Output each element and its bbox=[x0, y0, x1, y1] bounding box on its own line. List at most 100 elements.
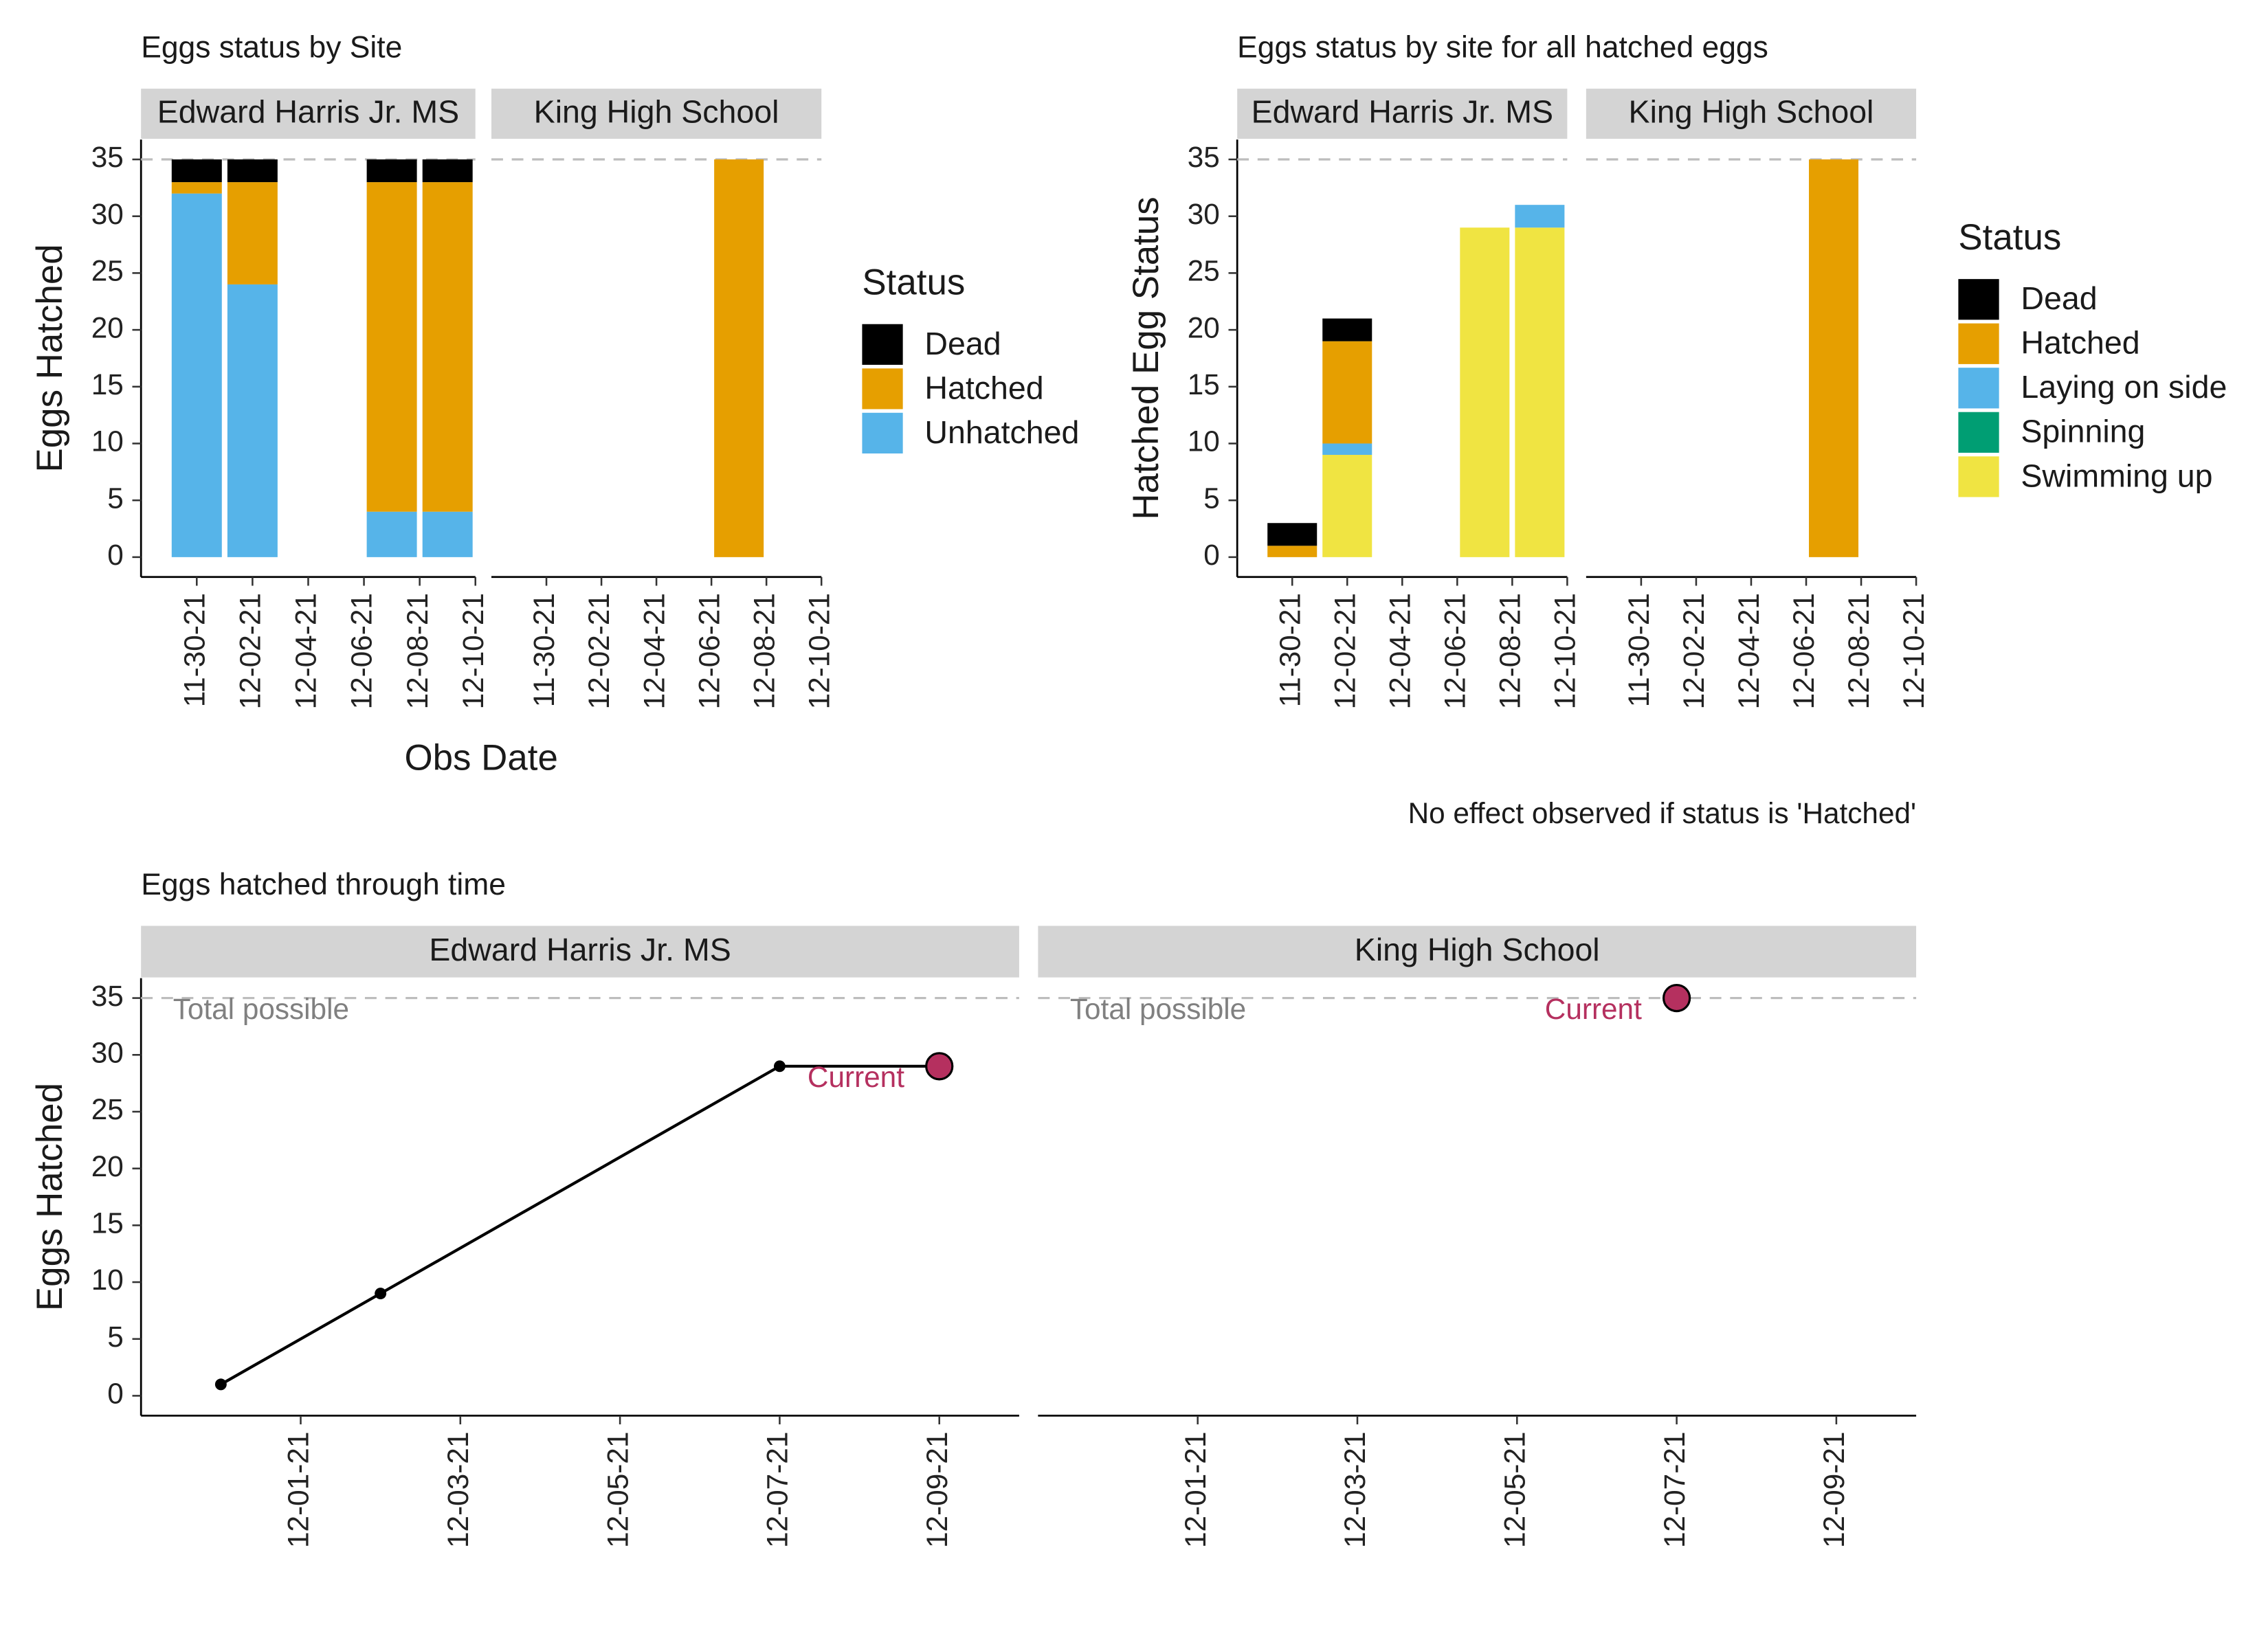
facet-strip bbox=[141, 926, 1019, 978]
x-tick-label: 11-30-21 bbox=[178, 593, 210, 707]
chart-panel: Eggs status by Site 0 5 10 15 20 25 30 35 Eggs Ha… bbox=[30, 31, 1079, 778]
legend-key bbox=[1958, 368, 1999, 409]
legend-key bbox=[862, 412, 903, 453]
y-tick-label: 15 bbox=[91, 368, 124, 401]
x-tick-label: 12-06-21 bbox=[1788, 593, 1820, 709]
y-tick-label: 35 bbox=[91, 980, 124, 1012]
data-point bbox=[773, 1060, 786, 1073]
x-tick-label: 12-03-21 bbox=[1339, 1432, 1371, 1548]
x-tick-label: 12-02-21 bbox=[1678, 593, 1710, 709]
y-tick-label: 25 bbox=[91, 255, 124, 287]
y-tick-label: 20 bbox=[91, 311, 124, 344]
x-axis-title: Obs Date bbox=[405, 737, 558, 778]
x-tick-label: 12-01-21 bbox=[1179, 1432, 1212, 1548]
facet-label: King High School bbox=[1355, 932, 1600, 967]
y-tick-label: 5 bbox=[107, 482, 124, 514]
x-tick-label: 12-10-21 bbox=[1549, 593, 1581, 709]
x-tick-label: 12-02-21 bbox=[234, 593, 267, 709]
y-tick-label: 20 bbox=[91, 1150, 124, 1182]
y-tick-label: 25 bbox=[1188, 255, 1220, 287]
legend-title: Status bbox=[1958, 217, 2061, 258]
data-point bbox=[375, 1288, 387, 1300]
legend-label: Dead bbox=[924, 326, 1001, 361]
x-tick-label: 12-06-21 bbox=[346, 593, 378, 709]
x-tick-label: 12-09-21 bbox=[1818, 1432, 1850, 1548]
x-tick-label: 12-06-21 bbox=[693, 593, 725, 709]
y-axis-title: Eggs Hatched bbox=[30, 1083, 70, 1311]
bar-segment bbox=[1515, 227, 1565, 557]
chart-title: Eggs status by site for all hatched eggs bbox=[1237, 31, 1768, 65]
x-tick-label: 11-30-21 bbox=[1274, 593, 1306, 707]
facet-label: Edward Harris Jr. MS bbox=[1252, 93, 1553, 129]
x-tick-label: 12-06-21 bbox=[1438, 593, 1471, 709]
legend-key bbox=[1958, 412, 1999, 453]
x-tick-label: 12-08-21 bbox=[401, 593, 434, 709]
legend-label: Unhatched bbox=[924, 414, 1079, 450]
x-tick-label: 12-01-21 bbox=[282, 1432, 315, 1548]
bar-segment bbox=[1267, 523, 1318, 546]
current-point bbox=[1662, 983, 1691, 1013]
y-tick-label: 30 bbox=[1188, 198, 1220, 230]
chart-panel: Eggs hatched through time 0 5 10 15 20 25 30 35 E… bbox=[30, 868, 1917, 1548]
bar-segment bbox=[422, 511, 473, 557]
legend-label: Hatched bbox=[2021, 325, 2139, 361]
x-tick-label: 12-08-21 bbox=[748, 593, 780, 709]
bar-segment bbox=[366, 511, 417, 557]
x-tick-label: 12-09-21 bbox=[921, 1432, 953, 1548]
legend-title: Status bbox=[862, 262, 965, 303]
legend-key bbox=[862, 324, 903, 365]
y-axis-title: Hatched Egg Status bbox=[1126, 197, 1166, 519]
bar-segment bbox=[1322, 318, 1372, 341]
y-tick-label: 20 bbox=[1188, 311, 1220, 344]
bar-segment bbox=[366, 182, 417, 512]
legend-label: Dead bbox=[2021, 280, 2097, 316]
y-tick-label: 15 bbox=[1188, 368, 1220, 401]
x-tick-label: 12-05-21 bbox=[601, 1432, 634, 1548]
bar-segment bbox=[1809, 159, 1859, 557]
x-tick-label: 12-03-21 bbox=[442, 1432, 474, 1548]
reference-label: Total possible bbox=[1070, 993, 1246, 1025]
x-tick-label: 12-02-21 bbox=[583, 593, 615, 709]
y-tick-label: 5 bbox=[107, 1321, 124, 1353]
bar-segment bbox=[714, 159, 764, 557]
current-label: Current bbox=[1545, 993, 1642, 1025]
facet-strip bbox=[1038, 926, 1917, 978]
y-tick-label: 35 bbox=[91, 141, 124, 173]
bar-segment bbox=[422, 159, 473, 183]
x-tick-label: 12-08-21 bbox=[1494, 593, 1526, 709]
legend-key bbox=[1958, 456, 1999, 497]
y-tick-label: 0 bbox=[107, 539, 124, 571]
legend-label: Laying on side bbox=[2021, 369, 2227, 405]
series-line bbox=[220, 1064, 940, 1386]
legend-key bbox=[862, 368, 903, 410]
y-tick-label: 10 bbox=[1188, 425, 1220, 458]
bar-segment bbox=[366, 159, 417, 183]
facet-strip bbox=[141, 89, 476, 139]
bar-segment bbox=[1267, 546, 1318, 557]
y-tick-label: 15 bbox=[91, 1207, 124, 1239]
current-point bbox=[925, 1052, 954, 1081]
x-tick-label: 12-10-21 bbox=[1898, 593, 1930, 709]
y-tick-label: 0 bbox=[107, 1378, 124, 1410]
y-tick-label: 10 bbox=[91, 425, 124, 458]
bar-segment bbox=[1322, 341, 1372, 444]
y-tick-label: 0 bbox=[1203, 539, 1220, 571]
y-tick-label: 30 bbox=[91, 1036, 124, 1068]
x-tick-label: 11-30-21 bbox=[528, 593, 560, 707]
x-tick-label: 12-02-21 bbox=[1328, 593, 1361, 709]
x-tick-label: 12-10-21 bbox=[457, 593, 489, 709]
facet-label: Edward Harris Jr. MS bbox=[157, 93, 459, 129]
facet-strip bbox=[491, 89, 822, 139]
x-tick-label: 12-04-21 bbox=[1383, 593, 1416, 709]
x-tick-label: 11-30-21 bbox=[1623, 593, 1655, 707]
x-tick-label: 12-04-21 bbox=[1733, 593, 1765, 709]
bar-segment bbox=[1460, 227, 1510, 557]
data-point bbox=[214, 1378, 227, 1391]
bar-segment bbox=[227, 159, 278, 183]
reference-label: Total possible bbox=[173, 993, 349, 1025]
x-tick-label: 12-04-21 bbox=[290, 593, 322, 709]
bar-segment bbox=[1322, 455, 1372, 557]
bar-segment bbox=[227, 182, 278, 284]
facet-strip bbox=[1237, 89, 1568, 139]
